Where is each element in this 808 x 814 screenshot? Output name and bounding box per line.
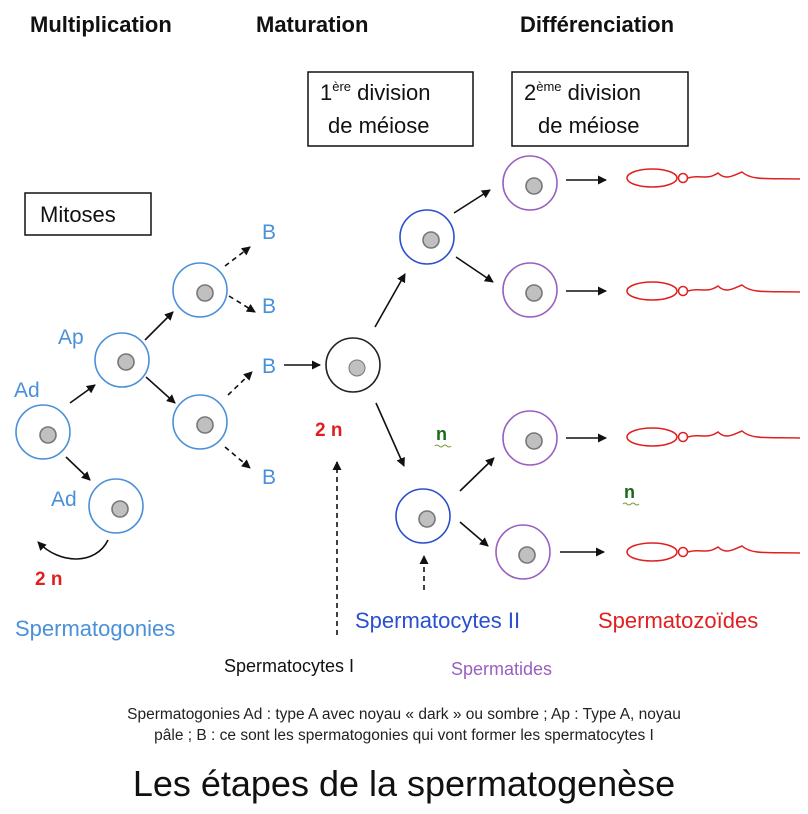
first-meiosis-box: 1ère division de méiose [307,71,474,147]
cell-ad-top [15,404,71,460]
arrow-to-b2 [228,295,256,313]
arrow-sc1-to-sc2-upper [374,273,406,328]
cell-spermatid-2 [502,262,558,318]
spermatocyte-2-cells [395,209,455,544]
caption-spermatides: Spermatides [451,659,552,679]
n-underline-center [434,444,452,448]
arrow-ap-to-lower [145,376,176,404]
label-ad-bottom: Ad [51,488,77,511]
spermatozoid-4 [626,542,801,562]
label-b3: B [262,355,276,378]
caption-spermatocytes-2: Spermatocytes II [355,608,520,633]
n-underline-right [622,502,640,506]
second-meiosis-line1: 2ème division [524,79,641,105]
cell-spermatogonia-lower [172,394,228,450]
cell-spermatocyte-2-lower [395,488,451,544]
cell-spermatid-1 [502,155,558,211]
cell-spermatocyte-2-upper [399,209,455,265]
dashed-arrows [224,246,429,635]
caption-spermatogonies: Spermatogonies [15,616,175,641]
cell-spermatogonia-upper [172,262,228,318]
spermatozoid-3 [626,427,801,447]
arrow-sc1-to-sc2-lower [375,402,405,467]
solid-arrows [65,175,607,557]
ploidy-n-right: n [624,482,635,502]
arrow-ad-to-ap [69,384,96,404]
label-ad-top: Ad [14,379,40,402]
first-meiosis-line2: de méiose [328,113,430,138]
label-b2: B [262,295,276,318]
spermatozoid-2 [626,281,801,301]
cell-ap [94,332,150,388]
header-differenciation: Différenciation [520,12,674,37]
spermatozoa [626,168,801,562]
arrow-to-b3 [227,371,253,396]
cell-ad-bottom [88,478,144,534]
cell-spermatid-4 [495,524,551,580]
label-b1: B [262,221,276,244]
header-multiplication: Multiplication [30,12,172,37]
arrow-ap-to-upper [144,311,174,341]
ploidy-2n-left: 2 n [35,569,62,590]
arrow-ad-to-ad [65,456,91,481]
arrow-sc2-to-spermatid-1 [453,189,491,214]
arrow-to-b4 [224,446,251,469]
ploidy-2n-center: 2 n [315,420,342,441]
ploidy-n-center: n [436,424,447,444]
diagram-title: Les étapes de la spermatogenèse [133,763,675,804]
second-meiosis-line2: de méiose [538,113,640,138]
first-meiosis-line1: 1ère division [320,79,431,105]
arrow-sc2-to-spermatid-4 [459,521,489,547]
note-line-1: Spermatogonies Ad : type A avec noyau « … [127,706,681,723]
cell-spermatocyte-1 [325,337,381,393]
self-renewal-arrow [37,539,109,560]
mitoses-label: Mitoses [40,202,116,227]
spermatozoid-1 [626,168,801,188]
note-line-2: pâle ; B : ce sont les spermatogonies qu… [154,727,654,744]
label-ap: Ap [58,326,84,349]
arrow-sc2-to-spermatid-3 [459,457,495,492]
arrow-sc2-to-spermatid-2 [455,256,494,283]
label-b4: B [262,466,276,489]
header-maturation: Maturation [256,12,368,37]
cell-spermatid-3 [502,410,558,466]
second-meiosis-box: 2ème division de méiose [511,71,689,147]
spermatogonia-cells [15,262,228,534]
spermatid-cells [495,155,558,580]
mitoses-box: Mitoses [24,192,152,236]
caption-spermatozoides: Spermatozoïdes [598,608,758,633]
caption-spermatocytes-1: Spermatocytes I [224,656,354,676]
arrow-to-b1 [224,246,251,267]
